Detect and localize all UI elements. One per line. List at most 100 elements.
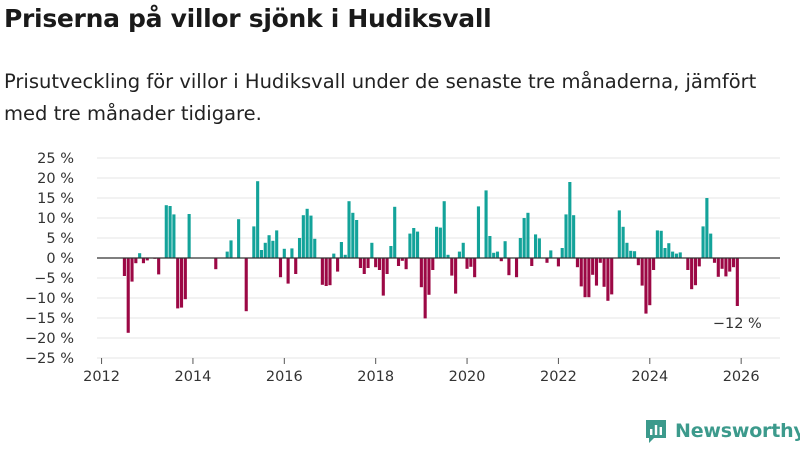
bar <box>168 206 172 258</box>
bar <box>579 258 583 287</box>
bar <box>602 258 606 287</box>
bar <box>671 251 675 258</box>
bar <box>495 251 500 258</box>
bar <box>286 258 290 284</box>
bar <box>122 258 126 276</box>
bar <box>674 253 678 258</box>
y-tick-label: 15 % <box>37 191 74 207</box>
bar <box>492 252 496 258</box>
bar <box>591 258 595 275</box>
last-value-annotation: −12 % <box>713 316 762 332</box>
bar <box>294 258 298 274</box>
bar <box>377 258 382 270</box>
bar <box>278 258 283 278</box>
bar <box>728 258 732 272</box>
bar <box>320 258 324 285</box>
bar <box>343 254 347 258</box>
bar <box>179 258 184 308</box>
bar <box>530 258 534 266</box>
bar <box>503 241 507 258</box>
bar <box>141 258 146 264</box>
bar <box>324 258 328 286</box>
bar <box>351 212 355 258</box>
bar <box>393 206 397 258</box>
bar <box>187 214 191 258</box>
bar <box>712 258 717 263</box>
bar <box>587 258 591 298</box>
bar <box>362 258 366 274</box>
bar <box>693 258 698 286</box>
y-tick-label: 10 % <box>37 211 74 227</box>
bar <box>164 205 168 258</box>
x-tick-label: 2020 <box>449 369 486 385</box>
bar <box>225 251 229 258</box>
bar <box>514 258 519 278</box>
bar <box>640 258 644 286</box>
bar <box>473 258 477 278</box>
y-tick-label: 25 % <box>37 151 74 167</box>
y-axis-ticks: 25 % 20 % 15 % 10 % 5 % 0 % −5 % −10 % −15 % −20 … <box>25 151 74 367</box>
bar <box>636 258 640 266</box>
x-tick-label: 2012 <box>83 369 120 385</box>
newsworthy-logo: Newsworthy <box>644 418 800 444</box>
x-tick-label: 2022 <box>540 369 577 385</box>
bar <box>301 215 305 258</box>
bar <box>415 231 420 258</box>
x-axis-ticks: 2012 2014 2016 2018 2020 2022 2024 2026 <box>83 358 760 385</box>
bar <box>263 242 267 258</box>
bar <box>336 258 340 272</box>
bar <box>358 258 362 268</box>
bar <box>366 258 370 268</box>
bar <box>716 258 720 277</box>
bar <box>560 248 564 258</box>
bar <box>332 253 336 258</box>
bar <box>617 210 621 258</box>
bar <box>594 258 599 286</box>
bar <box>690 258 694 290</box>
bar <box>328 258 332 286</box>
bar <box>423 258 427 319</box>
bar <box>297 238 302 258</box>
bar <box>709 233 713 258</box>
bar <box>522 218 526 258</box>
bar <box>667 243 671 258</box>
bar <box>610 258 614 295</box>
y-tick-label: −20 % <box>25 331 74 347</box>
bar-chart: 25 % 20 % 15 % 10 % 5 % 0 % −5 % −10 % −15 % −20 … <box>25 151 780 385</box>
bar <box>172 214 176 258</box>
bar <box>126 258 130 333</box>
bar <box>381 258 385 296</box>
bar <box>374 258 378 268</box>
bar <box>229 240 233 258</box>
bar <box>446 254 450 258</box>
y-tick-label: −15 % <box>25 311 74 327</box>
bar <box>606 258 610 301</box>
y-tick-label: −10 % <box>25 291 74 307</box>
bar <box>644 258 648 314</box>
bar <box>256 181 260 258</box>
y-tick-label: −5 % <box>34 271 74 287</box>
bar <box>157 258 161 275</box>
page-title: Priserna på villor sjönk i Hudiksvall <box>4 4 492 33</box>
bar <box>271 240 275 258</box>
bar <box>267 235 271 258</box>
bar <box>313 238 317 258</box>
bar <box>652 258 656 270</box>
bar <box>275 230 279 258</box>
bar <box>663 248 667 258</box>
bar <box>568 182 572 258</box>
bar <box>724 258 728 277</box>
bar <box>183 258 187 300</box>
bar <box>145 258 149 261</box>
bar <box>408 233 412 258</box>
x-tick-label: 2026 <box>723 369 760 385</box>
bar <box>534 234 538 258</box>
bar <box>461 242 465 258</box>
bar <box>450 258 454 276</box>
bar <box>686 258 690 270</box>
bar <box>400 258 404 261</box>
bar <box>419 258 423 288</box>
bar <box>537 238 541 258</box>
bar <box>731 258 736 268</box>
bar <box>499 258 503 262</box>
